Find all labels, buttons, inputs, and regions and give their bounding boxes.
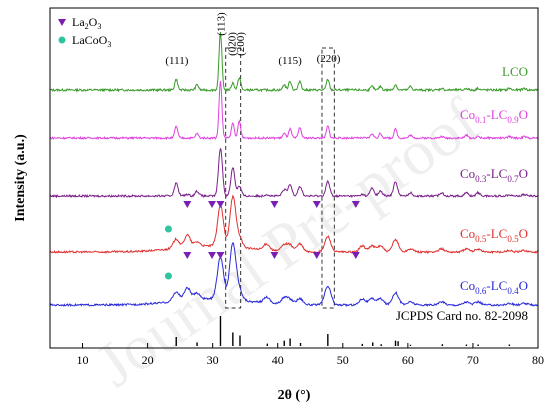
la2o3-marker xyxy=(351,252,360,259)
dashed-box xyxy=(225,47,242,309)
x-tick-label: 50 xyxy=(337,353,349,367)
la2o3-marker xyxy=(351,201,360,208)
plot-frame xyxy=(49,7,539,349)
peak-label: (020) xyxy=(227,32,239,56)
series-label: Co0.5-LC0.5O xyxy=(460,226,528,244)
series-line xyxy=(49,242,539,308)
series-label: Co0.1-LC0.9O xyxy=(460,107,528,125)
series-line xyxy=(49,148,539,199)
la2o3-marker xyxy=(208,252,217,259)
dashed-box xyxy=(321,47,335,309)
x-axis: 10 20 30 40 50 60 70 80 xyxy=(77,343,544,367)
la2o3-marker xyxy=(216,201,225,208)
x-tick-label: 60 xyxy=(402,353,414,367)
lacoo3-marker xyxy=(164,225,172,233)
x-tick-label: 70 xyxy=(467,353,479,367)
legend-circle-marker xyxy=(58,36,66,44)
la2o3-marker xyxy=(183,201,192,208)
peak-label: (111) xyxy=(165,55,188,67)
peak-label: (220) xyxy=(317,53,341,65)
series-label: Co0.3-LC0.7O xyxy=(460,166,528,184)
series-label: Co0.6-LC0.4O xyxy=(460,278,528,296)
legend-entry: LaCoO3 xyxy=(72,33,111,49)
series-label: LCO xyxy=(502,64,528,79)
lacoo3-marker xyxy=(164,272,172,280)
y-axis-title: Intensity (a.u.) xyxy=(13,134,28,222)
la2o3-marker xyxy=(208,201,217,208)
x-tick-label: 80 xyxy=(532,353,544,367)
x-tick-label: 10 xyxy=(77,353,89,367)
la2o3-marker xyxy=(312,252,321,259)
x-tick-label: 30 xyxy=(207,353,219,367)
legend-entry: La2O3 xyxy=(72,15,101,31)
peak-label: (113) xyxy=(215,12,227,36)
la2o3-marker xyxy=(216,252,225,259)
legend: La2O3 LaCoO3 xyxy=(58,15,111,49)
x-axis-title: 2θ (°) xyxy=(278,388,311,403)
reference-label: JCPDS Card no. 82-2098 xyxy=(396,308,528,323)
la2o3-marker xyxy=(183,252,192,259)
la2o3-marker xyxy=(270,252,279,259)
la2o3-marker xyxy=(312,201,321,208)
plot-area: LCO Co0.1-LC0.9O Co0.3-LC0.7O Co0.5-LC0.5O C… xyxy=(49,12,539,346)
la2o3-marker xyxy=(270,201,279,208)
peak-label: (115) xyxy=(278,55,302,67)
series-line xyxy=(49,31,539,93)
series-line xyxy=(49,194,539,255)
x-tick-label: 40 xyxy=(272,353,284,367)
peak-label: (200) xyxy=(235,32,247,56)
series-line xyxy=(49,80,539,141)
legend-triangle-marker xyxy=(58,19,66,26)
x-tick-label: 20 xyxy=(142,353,154,367)
